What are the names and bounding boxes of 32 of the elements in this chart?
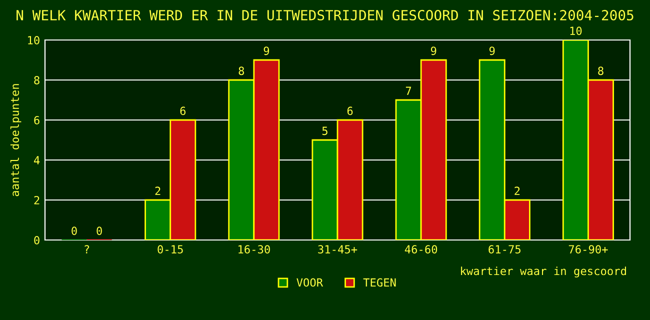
y-tick-label: 4	[34, 156, 40, 164]
chart-title: N WELK KWARTIER WERD ER IN DE UITWEDSTRIJDEN GESCOORD IN SEIZOEN:2004-2005	[16, 10, 634, 20]
data-label: 0	[96, 226, 102, 236]
x-tick-label: ?	[84, 245, 90, 254]
data-label: 9	[264, 46, 270, 56]
y-tick-label: 0	[34, 236, 40, 244]
data-label: 9	[489, 46, 495, 56]
data-label: 8	[598, 66, 604, 76]
y-tick-label: 10	[28, 36, 40, 44]
x-tick-label: 76-90+	[568, 245, 608, 254]
y-tick-label: 6	[34, 116, 40, 124]
x-tick-label: 46-60	[404, 245, 438, 254]
y-axis-title: aantal doelpunten	[10, 84, 22, 196]
y-tick-label: 2	[34, 196, 40, 204]
data-label: 2	[514, 186, 520, 195]
x-tick-label: 31-45+	[318, 245, 358, 254]
data-label: 2	[155, 186, 160, 195]
legend-label: TEGEN	[363, 278, 396, 287]
legend-label: VOOR	[296, 278, 324, 287]
y-tick-label: 8	[34, 76, 40, 84]
x-tick-label: 61-75	[488, 245, 520, 254]
x-tick-label: 16-30	[238, 245, 270, 254]
x-tick-label: 0-15	[158, 245, 183, 254]
data-label: 8	[238, 66, 244, 76]
data-label: 9	[430, 46, 436, 56]
x-axis-title: kwartier waar in gescoord	[461, 266, 626, 278]
data-label: 6	[347, 106, 353, 116]
data-label: 10	[570, 26, 582, 36]
data-label: 6	[180, 106, 186, 116]
data-label: 7	[406, 86, 412, 95]
data-label: 0	[72, 226, 77, 236]
data-label: 5	[322, 126, 328, 136]
